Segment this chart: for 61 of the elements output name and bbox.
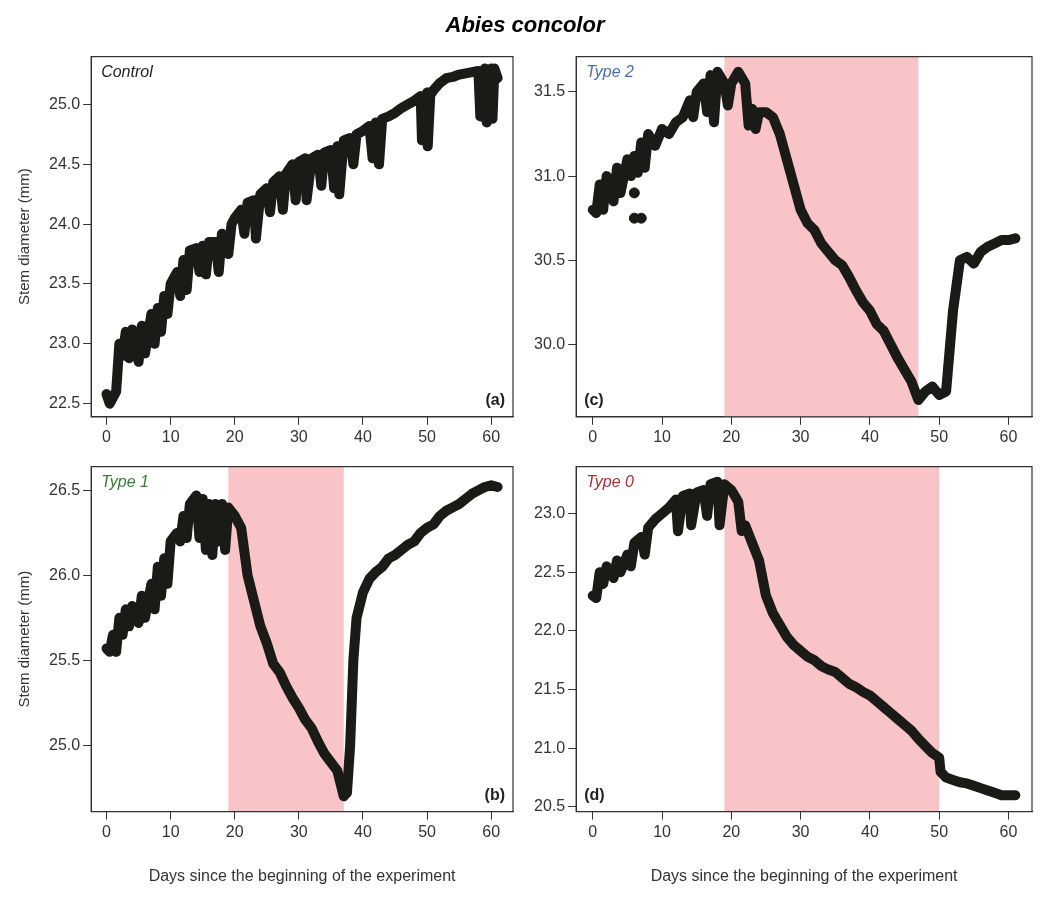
y-tick-label: 22.5: [534, 562, 566, 580]
x-tick-label: 0: [588, 822, 598, 840]
x-tick-label: 60: [482, 822, 501, 840]
x-tick-label: 30: [289, 822, 308, 840]
x-tick-label: 10: [653, 427, 672, 445]
y-tick-label: 20.5: [534, 797, 566, 815]
x-tick-label: 60: [999, 427, 1018, 445]
y-tick-label: 23.5: [49, 274, 81, 292]
x-tick-label: 20: [225, 822, 244, 840]
y-tick-label: 24.0: [49, 214, 81, 232]
y-tick-label: 26.0: [49, 565, 81, 583]
x-axis-title: Days since the beginning of the experiment: [650, 866, 959, 884]
annotation: Type 2: [586, 63, 634, 81]
x-tick-label: 10: [161, 822, 180, 840]
x-tick-label: 50: [930, 427, 949, 445]
annotation: Control: [101, 63, 154, 81]
x-tick-label: 50: [418, 427, 437, 445]
annotation: (d): [584, 786, 605, 804]
x-tick-label: 30: [791, 427, 810, 445]
x-tick-label: 20: [225, 427, 244, 445]
x-tick-label: 0: [588, 427, 598, 445]
y-tick-label: 30.0: [534, 334, 566, 352]
x-tick-label: 30: [791, 822, 810, 840]
y-tick-label: 31.0: [534, 166, 566, 184]
x-tick-label: 40: [860, 822, 879, 840]
x-tick-label: 20: [722, 822, 741, 840]
x-tick-label: 20: [722, 427, 741, 445]
x-tick-label: 10: [161, 427, 180, 445]
x-tick-label: 40: [354, 822, 372, 840]
y-tick-label: 25.0: [49, 94, 81, 112]
annotation: (b): [484, 786, 505, 804]
chart-title: Abies concolor: [444, 11, 607, 39]
y-tick-label: 21.0: [534, 738, 566, 756]
y-axis-title: Stem diameter (mm): [15, 570, 33, 708]
x-tick-label: 40: [354, 427, 372, 445]
x-tick-label: 0: [102, 427, 112, 445]
x-tick-label: 60: [999, 822, 1018, 840]
y-tick-label: 23.0: [534, 503, 566, 521]
y-tick-label: 24.5: [49, 154, 81, 172]
y-tick-label: 31.5: [534, 82, 566, 100]
annotation: (c): [584, 391, 604, 409]
annotation: Type 1: [101, 473, 149, 491]
y-tick-label: 23.0: [49, 334, 81, 352]
x-tick-label: 50: [418, 822, 437, 840]
y-tick-label: 21.5: [534, 679, 566, 697]
y-tick-label: 22.5: [49, 394, 81, 412]
x-axis-title: Days since the beginning of the experiment: [148, 866, 457, 884]
x-tick-label: 40: [860, 427, 879, 445]
y-tick-label: 25.0: [49, 735, 81, 753]
y-tick-label: 26.5: [49, 480, 81, 498]
x-tick-label: 10: [653, 822, 672, 840]
x-tick-label: 0: [102, 822, 112, 840]
y-tick-label: 22.0: [534, 621, 566, 639]
x-tick-label: 30: [289, 427, 308, 445]
annotation: (a): [485, 391, 505, 409]
y-tick-label: 25.5: [49, 650, 81, 668]
y-axis-title: Stem diameter (mm): [15, 168, 33, 306]
x-tick-label: 50: [930, 822, 949, 840]
x-tick-label: 60: [482, 427, 501, 445]
y-tick-label: 30.5: [534, 250, 566, 268]
annotation: Type 0: [586, 473, 634, 491]
